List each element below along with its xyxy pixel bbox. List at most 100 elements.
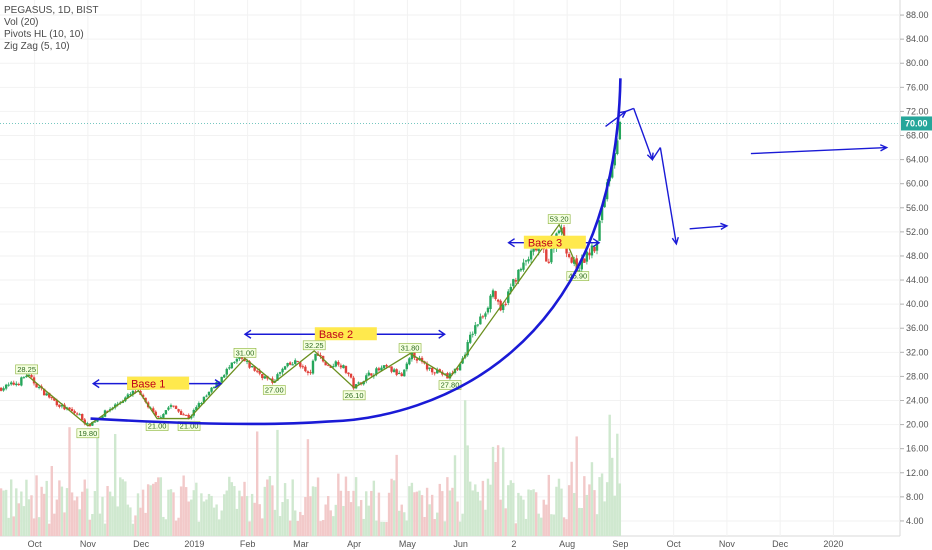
candle-body bbox=[294, 360, 297, 364]
volume-bar bbox=[542, 499, 545, 536]
candle-body bbox=[344, 365, 348, 373]
volume-bar bbox=[243, 481, 246, 536]
volume-bar bbox=[370, 490, 373, 536]
volume-bar bbox=[408, 486, 411, 536]
candle-body bbox=[276, 374, 279, 381]
arrow-head-left bbox=[243, 329, 252, 339]
candle-body bbox=[187, 414, 190, 419]
price-tick-label: 40.00 bbox=[906, 299, 929, 309]
volume-bar bbox=[463, 400, 467, 536]
volume-bar bbox=[58, 480, 61, 536]
candle-body bbox=[578, 270, 581, 272]
volume-bar bbox=[184, 487, 188, 536]
candle-body bbox=[326, 364, 330, 366]
volume-bar bbox=[144, 512, 147, 536]
candle-body bbox=[413, 352, 416, 358]
volume-bar bbox=[182, 475, 185, 536]
volume-bar bbox=[405, 520, 409, 536]
candle-body bbox=[228, 367, 231, 369]
plot-area bbox=[0, 0, 900, 536]
projection-arrow bbox=[750, 146, 887, 155]
volume-bar bbox=[98, 513, 102, 536]
volume-bar bbox=[288, 520, 292, 536]
volume-bar bbox=[111, 496, 114, 536]
time-tick-label: Feb bbox=[240, 539, 256, 549]
candle-body bbox=[311, 360, 315, 374]
candle-body bbox=[70, 408, 74, 412]
volume-bar bbox=[491, 446, 495, 536]
volume-bar bbox=[552, 514, 556, 536]
candle-body bbox=[202, 396, 206, 403]
volume-bar bbox=[466, 445, 469, 536]
volume-bar bbox=[484, 509, 487, 536]
volume-bar bbox=[276, 429, 279, 536]
volume-bar bbox=[319, 521, 322, 536]
pivot-label-box bbox=[15, 364, 38, 375]
candle-body bbox=[169, 405, 173, 407]
volume-bar bbox=[352, 490, 355, 536]
volume-bar bbox=[365, 491, 368, 536]
candle-body bbox=[593, 246, 596, 252]
volume-bar bbox=[527, 489, 530, 536]
price-tick-label: 24.00 bbox=[906, 395, 929, 405]
volume-bar bbox=[611, 457, 614, 536]
candle-body bbox=[471, 333, 474, 335]
volume-bar bbox=[316, 477, 320, 536]
candle-body bbox=[15, 383, 18, 386]
candle-body bbox=[611, 164, 614, 178]
volume-bar bbox=[210, 495, 213, 536]
volume-bar bbox=[598, 477, 601, 536]
candle-body bbox=[235, 358, 239, 362]
volume-bar bbox=[321, 519, 325, 536]
volume-bar bbox=[101, 496, 104, 536]
volume-bar bbox=[167, 489, 170, 536]
volume-bar bbox=[223, 494, 226, 536]
volume-bar bbox=[501, 447, 505, 536]
volume-bar bbox=[124, 481, 127, 536]
volume-bar bbox=[7, 517, 10, 536]
candle-body bbox=[433, 372, 436, 374]
legend-symbol: PEGASUS, 1D, BIST bbox=[4, 5, 99, 16]
volume-bar bbox=[324, 504, 327, 536]
candle-body bbox=[324, 361, 327, 366]
candle-body bbox=[55, 400, 59, 406]
candle-body bbox=[20, 377, 23, 386]
base-label-highlight bbox=[523, 235, 586, 249]
volume-bar bbox=[387, 492, 391, 536]
pivot-label: 26.10 bbox=[345, 391, 364, 400]
candle-body bbox=[514, 280, 518, 282]
volume-bar bbox=[60, 486, 64, 536]
price-tick-label: 44.00 bbox=[906, 275, 929, 285]
candle-body bbox=[195, 407, 198, 411]
candle-body bbox=[281, 368, 284, 373]
volume-bar bbox=[217, 519, 221, 536]
volume-bar bbox=[403, 512, 406, 536]
volume-bar bbox=[532, 489, 535, 536]
candle-body bbox=[126, 394, 130, 398]
price-tick-label: 56.00 bbox=[906, 203, 929, 213]
volume-bar bbox=[75, 496, 79, 536]
volume-bar bbox=[268, 475, 272, 536]
pivot-label: 27.80 bbox=[441, 381, 460, 390]
volume-bar bbox=[283, 483, 287, 536]
candle-body bbox=[585, 251, 589, 262]
volume-bar bbox=[30, 495, 33, 536]
candle-body bbox=[507, 291, 510, 303]
volume-bar bbox=[413, 492, 416, 536]
time-tick-label: 2 bbox=[511, 539, 516, 549]
candle-body bbox=[600, 207, 604, 221]
volume-bar bbox=[329, 510, 332, 536]
volume-bar bbox=[53, 513, 56, 536]
volume-bar bbox=[96, 435, 99, 536]
candle-body bbox=[370, 373, 373, 376]
volume-bar bbox=[436, 512, 439, 536]
volume-bar bbox=[255, 431, 259, 536]
volume-bar bbox=[81, 491, 84, 536]
volume-bar bbox=[519, 495, 523, 536]
candle-body bbox=[154, 411, 157, 416]
pivot-label-box bbox=[177, 421, 201, 431]
volume-bar bbox=[27, 499, 31, 536]
candle-body bbox=[212, 386, 216, 389]
volume-bar bbox=[469, 481, 472, 536]
